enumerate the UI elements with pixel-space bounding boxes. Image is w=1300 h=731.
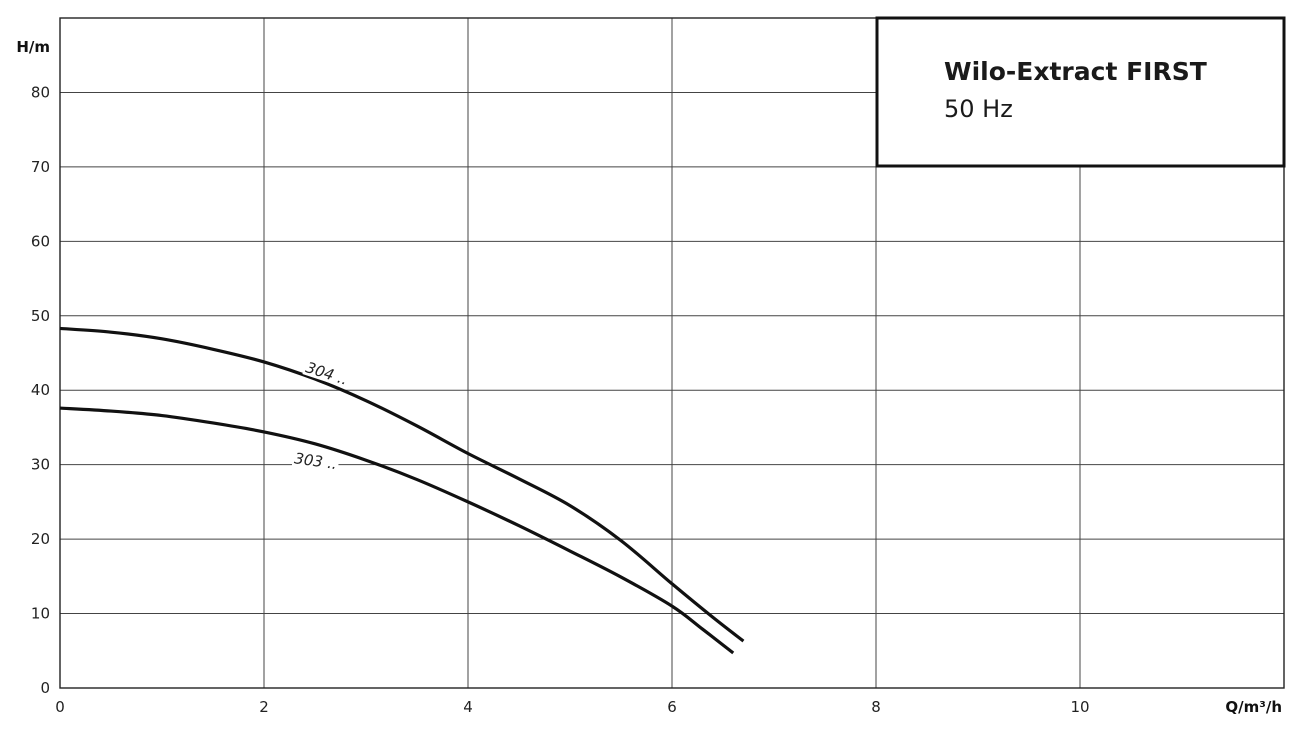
- series-lines: [59, 326, 745, 655]
- y-axis-label: H/m: [16, 38, 50, 56]
- x-tick-label: 8: [871, 698, 881, 716]
- y-tick-label: 60: [31, 232, 50, 250]
- y-tick-label: 30: [31, 456, 50, 474]
- title-box-frame: [875, 16, 1286, 168]
- series-label-background: [291, 448, 340, 473]
- y-tick-label: 20: [31, 530, 50, 548]
- y-tick-label: 0: [40, 679, 50, 697]
- plot-frame: [59, 17, 1285, 689]
- title-box: Wilo-Extract FIRST 50 Hz: [875, 16, 1286, 168]
- y-tick-label: 80: [31, 83, 50, 101]
- x-tick-label: 10: [1070, 698, 1089, 716]
- y-tick-label: 10: [31, 605, 50, 623]
- chart-subtitle: 50 Hz: [944, 95, 1013, 123]
- x-axis-label: Q/m³/h: [1225, 698, 1282, 716]
- x-tick-label: 6: [667, 698, 677, 716]
- y-tick-label: 50: [31, 307, 50, 325]
- series-label: 303 ..: [293, 449, 338, 473]
- series-label-background: [302, 356, 352, 389]
- x-tick-label: 2: [259, 698, 269, 716]
- x-tick-label: 4: [463, 698, 473, 716]
- x-tick-label: 0: [55, 698, 65, 716]
- series-line: [59, 406, 735, 655]
- y-tick-label: 40: [31, 381, 50, 399]
- series-line: [59, 326, 745, 643]
- chart-title: Wilo-Extract FIRST: [944, 57, 1207, 86]
- tick-labels: 0 2 4 6 8 10 0 10 20 30 40 50 60 70 80: [31, 83, 1090, 716]
- y-tick-label: 70: [31, 158, 50, 176]
